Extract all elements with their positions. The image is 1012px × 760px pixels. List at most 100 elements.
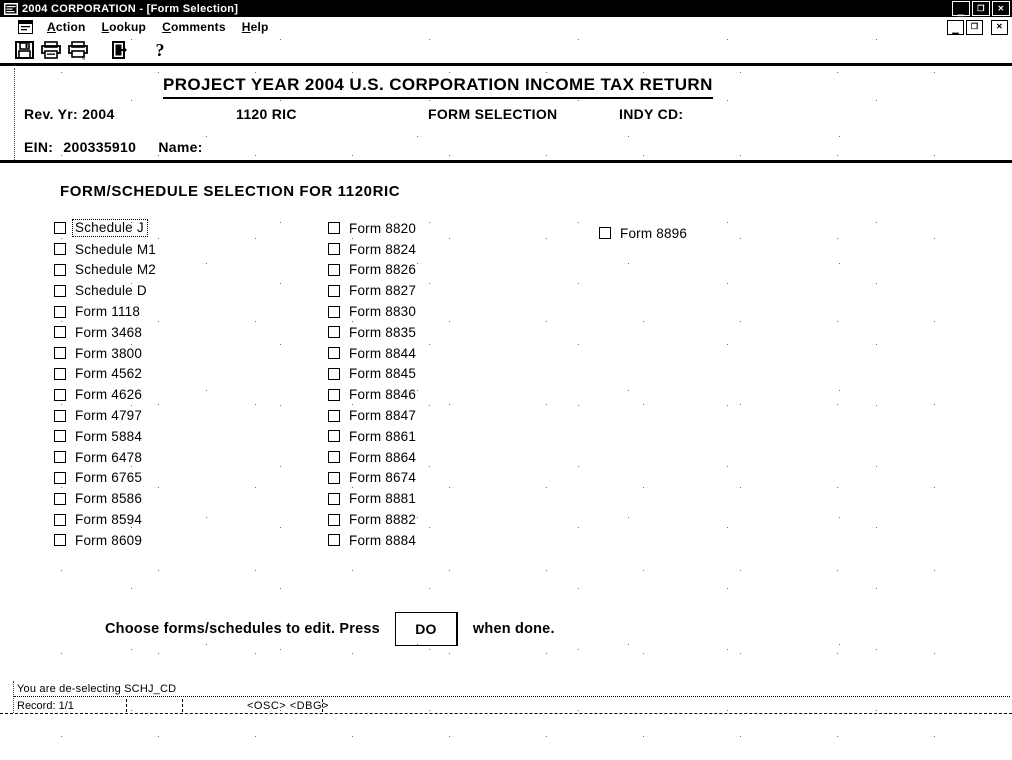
form-label[interactable]: Form 8864 <box>349 449 417 465</box>
form-checkbox-item: Form 8884 <box>328 530 558 551</box>
form-checkbox-item: Form 8835 <box>328 322 558 343</box>
checkbox[interactable] <box>54 388 66 401</box>
form-label[interactable]: Form 8826 <box>349 262 417 278</box>
form-checkbox-item: Form 4626 <box>54 384 284 405</box>
form-label[interactable]: Schedule D <box>75 283 147 299</box>
status-cell-separator <box>322 699 323 712</box>
checkbox[interactable] <box>54 367 66 380</box>
form-label[interactable]: Form 4562 <box>75 366 143 382</box>
help-button[interactable]: ? <box>149 40 171 60</box>
checkbox[interactable] <box>328 409 340 422</box>
section-heading: FORM/SCHEDULE SELECTION FOR 1120RIC <box>60 183 401 200</box>
checkbox[interactable] <box>54 534 66 547</box>
menu-item-comments[interactable]: Comments <box>162 20 226 34</box>
menu-item-help[interactable]: Help <box>241 20 269 34</box>
form-checkbox-item: Schedule J <box>54 218 284 239</box>
form-checkbox-item: Form 8674 <box>328 468 558 489</box>
form-label[interactable]: Schedule J <box>72 219 148 238</box>
form-label[interactable]: Form 8844 <box>349 345 417 361</box>
form-label[interactable]: Form 8881 <box>349 491 417 507</box>
checkbox[interactable] <box>328 222 340 235</box>
checkbox[interactable] <box>599 227 611 240</box>
checkbox[interactable] <box>54 492 66 505</box>
do-button[interactable]: DO <box>394 612 458 646</box>
mdi-restore-button[interactable]: ❐ <box>966 19 983 35</box>
form-label[interactable]: Form 8882 <box>349 512 417 528</box>
page-title: PROJECT YEAR 2004 U.S. CORPORATION INCOM… <box>163 75 713 99</box>
form-label[interactable]: Form 8884 <box>349 532 417 548</box>
checkbox[interactable] <box>54 326 66 339</box>
form-label[interactable]: Form 3800 <box>75 345 143 361</box>
minimize-button[interactable]: ▁ <box>952 1 970 16</box>
checkbox[interactable] <box>328 492 340 505</box>
checkbox[interactable] <box>328 471 340 484</box>
checkbox[interactable] <box>54 409 66 422</box>
checkbox[interactable] <box>328 513 340 526</box>
form-label[interactable]: Form 8846 <box>349 387 417 403</box>
form-label[interactable]: Schedule M1 <box>75 241 156 257</box>
form-checkbox-item: Form 1118 <box>54 301 284 322</box>
checkbox[interactable] <box>328 367 340 380</box>
checkbox[interactable] <box>54 513 66 526</box>
checkbox[interactable] <box>328 347 340 360</box>
checkbox[interactable] <box>54 263 66 276</box>
form-label[interactable]: Form 8827 <box>349 283 417 299</box>
window-titlebar: 2004 CORPORATION - [Form Selection] ▁ ❐ … <box>0 0 1012 17</box>
exit-button[interactable] <box>108 40 130 60</box>
form-label[interactable]: Form 8674 <box>349 470 417 486</box>
checkbox[interactable] <box>328 284 340 297</box>
form-label[interactable]: Form 8861 <box>349 428 417 444</box>
form-label[interactable]: Form 8594 <box>75 512 143 528</box>
mode-indicators: <OSC> <DBG> <box>247 700 329 712</box>
print-button[interactable] <box>40 40 62 60</box>
checkbox[interactable] <box>328 326 340 339</box>
checkbox[interactable] <box>54 243 66 256</box>
form-label[interactable]: Form 8820 <box>349 220 417 236</box>
form-label[interactable]: Form 5884 <box>75 428 143 444</box>
checkbox[interactable] <box>54 451 66 464</box>
window-title: 2004 CORPORATION - [Form Selection] <box>22 2 239 15</box>
form-checkbox-item: Schedule M1 <box>54 239 284 260</box>
form-label[interactable]: Form 6478 <box>75 449 143 465</box>
menu-item-lookup[interactable]: Lookup <box>101 20 147 34</box>
checkbox[interactable] <box>328 451 340 464</box>
toolbar: c? <box>0 38 1012 62</box>
close-button[interactable]: ✕ <box>992 1 1010 16</box>
form-label[interactable]: Form 1118 <box>75 304 141 320</box>
form-label[interactable]: Form 8824 <box>349 241 417 257</box>
mdi-minimize-button[interactable]: ▁ <box>947 19 964 35</box>
form-label[interactable]: Form 8609 <box>75 532 143 548</box>
form-label[interactable]: Form 8830 <box>349 304 417 320</box>
mdi-system-icon[interactable] <box>18 20 33 34</box>
checkbox[interactable] <box>54 471 66 484</box>
checkbox[interactable] <box>328 263 340 276</box>
checkbox[interactable] <box>328 534 340 547</box>
checkbox[interactable] <box>54 222 66 235</box>
form-label[interactable]: Schedule M2 <box>75 262 156 278</box>
mdi-close-button[interactable]: ✕ <box>991 19 1008 35</box>
form-label[interactable]: Form 4626 <box>75 387 143 403</box>
restore-button[interactable]: ❐ <box>972 1 990 16</box>
checkbox[interactable] <box>328 305 340 318</box>
checkbox[interactable] <box>328 388 340 401</box>
checkbox[interactable] <box>54 305 66 318</box>
checkbox[interactable] <box>328 243 340 256</box>
checkbox[interactable] <box>54 284 66 297</box>
form-label[interactable]: Form 4797 <box>75 408 143 424</box>
checkbox[interactable] <box>54 347 66 360</box>
form-label[interactable]: Form 3468 <box>75 324 143 340</box>
form-checkbox-item: Form 3800 <box>54 343 284 364</box>
form-label[interactable]: Form 8586 <box>75 491 143 507</box>
menu-item-action[interactable]: Action <box>47 20 86 34</box>
checkbox[interactable] <box>54 430 66 443</box>
save-button[interactable] <box>13 40 35 60</box>
app-icon[interactable] <box>4 2 18 15</box>
form-label[interactable]: Form 8835 <box>349 324 417 340</box>
form-checkbox-item: Schedule M2 <box>54 260 284 281</box>
form-label[interactable]: Form 6765 <box>75 470 143 486</box>
checkbox[interactable] <box>328 430 340 443</box>
form-label[interactable]: Form 8896 <box>620 225 688 241</box>
form-label[interactable]: Form 8847 <box>349 408 417 424</box>
print-setup-button[interactable]: c <box>67 40 89 60</box>
form-label[interactable]: Form 8845 <box>349 366 417 382</box>
